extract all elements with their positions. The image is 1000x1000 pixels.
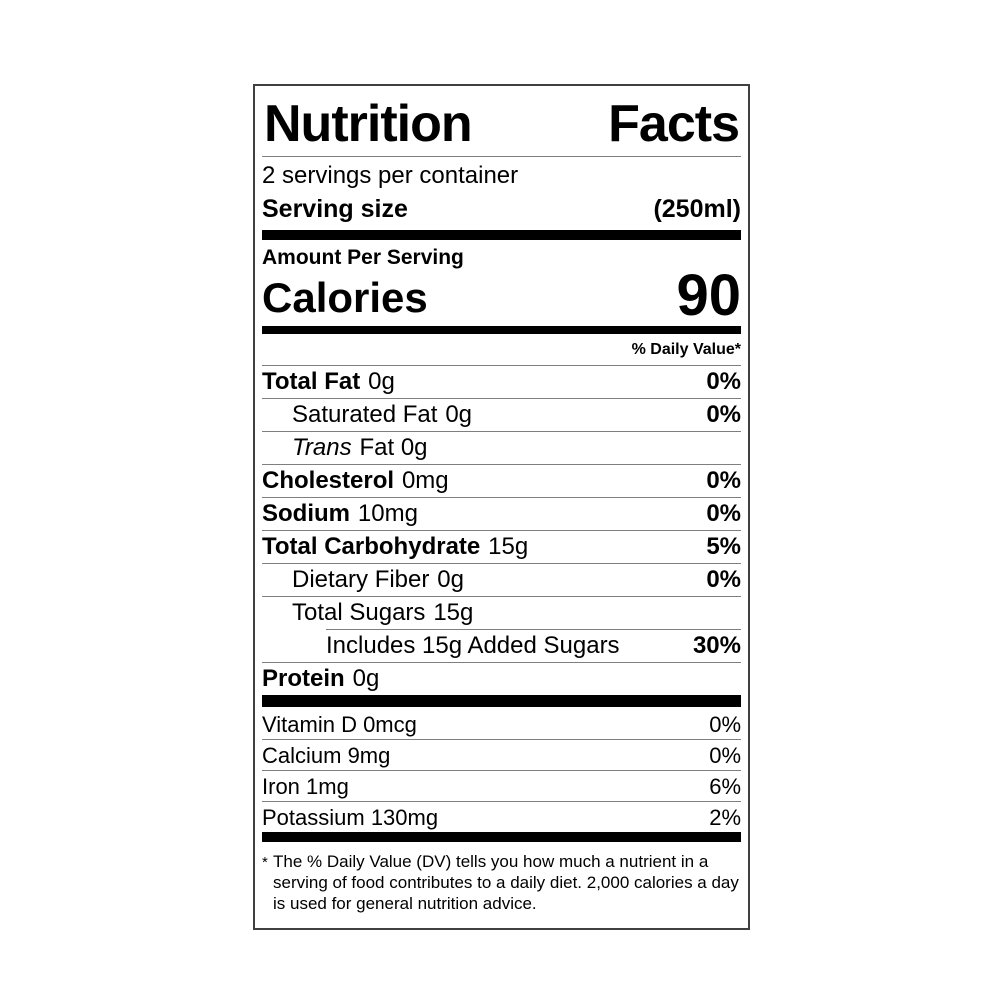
nutrient-name: Total Carbohydrate [262,533,481,560]
vitamin-rows: Vitamin D 0mcg 0% Calcium 9mg 0% Iron 1m… [262,707,741,832]
nutrient-amount: 0g [352,665,380,692]
nutrient-row-cholesterol: Cholesterol 0mg 0% [262,464,741,497]
footnote-text: The % Daily Value (DV) tells you how muc… [273,852,739,913]
footnote: * The % Daily Value (DV) tells you how m… [262,842,741,914]
calories-label: Calories [262,274,428,321]
serving-size-label: Serving size [262,195,408,223]
serving-size-value: (250ml) [653,195,741,223]
vitamin-row-iron: Iron 1mg 6% [262,770,741,801]
nutrient-amount: 10mg [357,500,418,527]
thick-divider [262,832,741,842]
nutrient-name: Saturated Fat [292,401,438,428]
title-divider [262,156,741,157]
nutrition-facts-label: Nutrition Facts 2 servings per container… [253,84,750,930]
vitamin-dv: 2% [709,805,741,830]
nutrient-name: Dietary Fiber [292,566,430,593]
title-word-nutrition: Nutrition [264,95,473,153]
vitamin-dv: 0% [709,712,741,737]
vitamin-name: Calcium 9mg [262,743,391,768]
vitamin-name: Potassium 130mg [262,805,439,830]
nutrient-row-added-sugars: Includes 15g Added Sugars 30% [326,629,741,662]
nutrient-dv: 0% [706,368,741,395]
nutrient-amount: 0g [368,368,395,395]
footnote-asterisk: * [262,854,268,871]
nutrient-amount: 0g [437,566,464,593]
nutrient-row-saturated-fat: Saturated Fat 0g 0% [262,398,741,431]
nutrient-name: Includes 15g Added Sugars [326,632,620,659]
vitamin-row-potassium: Potassium 130mg 2% [262,801,741,832]
nutrient-amount: 15g [488,533,529,560]
daily-value-header: % Daily Value* [631,341,741,358]
thick-divider [262,230,741,240]
vitamin-dv: 0% [709,743,741,768]
nutrient-row-protein: Protein 0g [262,662,741,695]
nutrient-dv: 5% [706,533,741,560]
vitamin-name: Vitamin D 0mcg [262,712,417,737]
servings-per-container: 2 servings per container [262,162,519,189]
thick-divider [262,326,741,334]
nutrient-amount: Fat 0g [359,434,428,461]
nutrient-dv: 0% [706,500,741,527]
amount-per-serving-label: Amount Per Serving [262,246,464,269]
calories-value: 90 [676,263,741,328]
nutrient-name: Protein [262,665,345,692]
nutrient-row-total-sugars: Total Sugars 15g [262,596,741,629]
nutrient-name: Cholesterol [262,467,395,494]
nutrient-name: Sodium [262,500,350,527]
title-word-facts: Facts [608,95,740,153]
nutrient-row-trans-fat: Trans Fat 0g [262,431,741,464]
nutrient-name: Trans [292,434,352,461]
nutrient-dv: 0% [706,401,741,428]
vitamin-name: Iron 1mg [262,774,349,799]
nutrient-row-dietary-fiber: Dietary Fiber 0g 0% [262,563,741,596]
nutrient-dv: 0% [706,566,741,593]
nutrient-name: Total Sugars [292,599,426,626]
vitamin-row-vitamin-d: Vitamin D 0mcg 0% [262,707,741,739]
nutrient-amount: 0g [445,401,473,428]
nutrient-amount: 0mg [401,467,449,494]
vitamin-row-calcium: Calcium 9mg 0% [262,739,741,770]
label-title: Nutrition Facts [262,96,741,150]
nutrient-name: Total Fat [262,368,361,395]
nutrient-row-sodium: Sodium 10mg 0% [262,497,741,530]
nutrient-amount: 15g [433,599,474,626]
nutrient-rows: Total Fat 0g 0% Saturated Fat 0g 0% Trans F… [262,365,741,695]
vitamin-dv: 6% [709,774,741,799]
nutrient-row-total-fat: Total Fat 0g 0% [262,365,741,398]
nutrient-row-total-carbohydrate: Total Carbohydrate 15g 5% [262,530,741,563]
thick-divider [262,695,741,707]
nutrient-dv: 0% [706,467,741,494]
calories-row: Calories 90 [262,263,741,328]
serving-size-row: Serving size (250ml) [262,193,741,226]
nutrient-dv: 30% [692,632,741,659]
